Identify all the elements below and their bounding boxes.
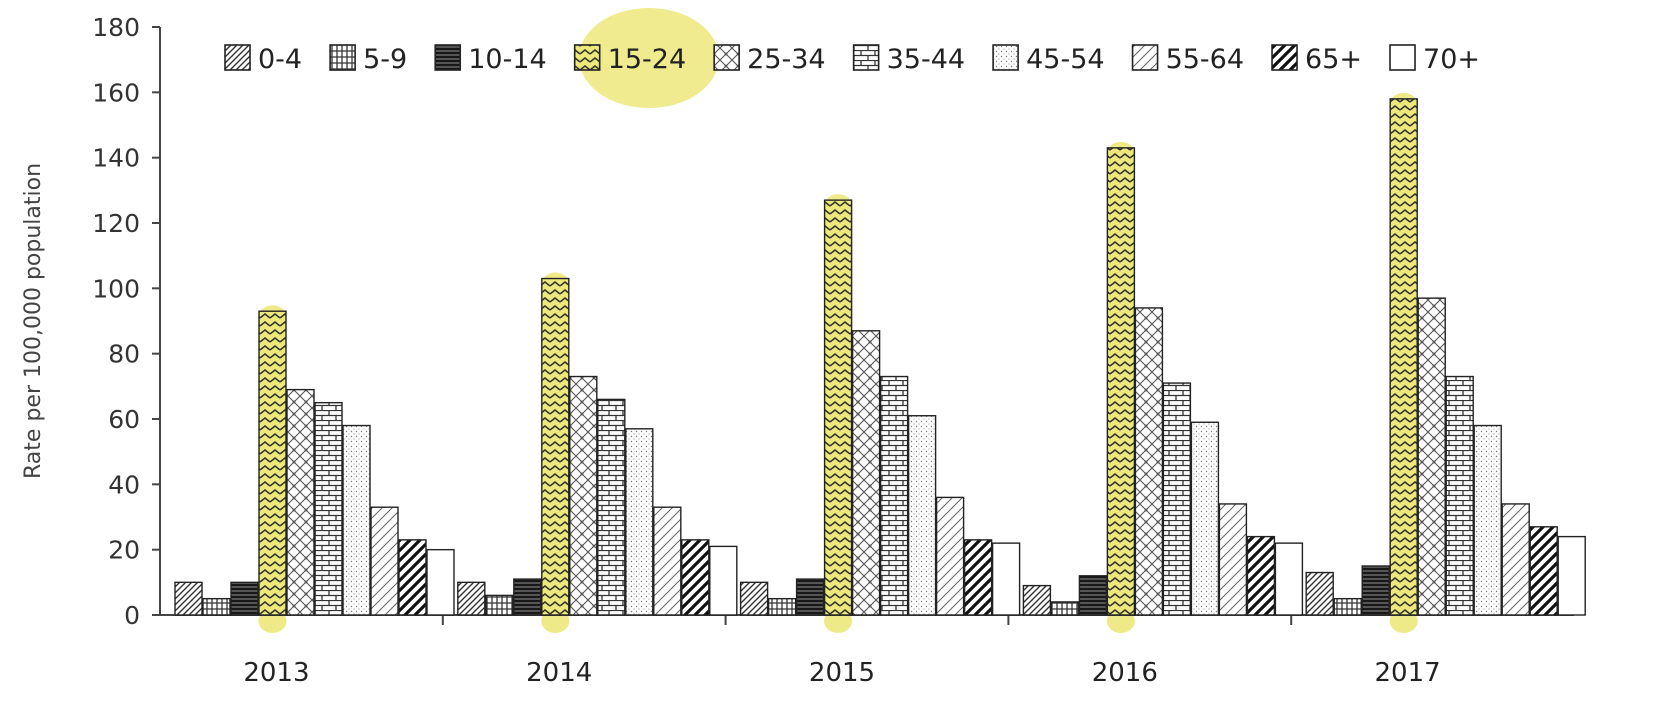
legend-swatch-65plus [1271,44,1298,71]
y-tick-label: 80 [108,340,140,369]
bar-2014-15-24 [541,277,570,616]
bar-2017-5-9 [1333,597,1362,616]
bar-2015-0-4 [739,581,769,616]
legend-label-25-34: 25-34 [747,44,825,75]
legend-swatch-25-34 [713,44,740,71]
bar-2017-65plus [1529,526,1558,616]
legend-label-55-64: 55-64 [1166,44,1244,75]
x-category-label: 2015 [809,658,875,688]
bar-2017-35-44 [1445,375,1474,616]
bar-2013-35-44 [314,401,343,616]
legend-swatch-45-54 [992,44,1019,71]
legend-label-0-4: 0-4 [258,44,302,75]
x-category-label: 2014 [526,658,592,688]
bar-2014-5-9 [485,594,514,616]
bar-2014-65plus [681,539,710,616]
legend-swatch-35-44 [852,44,880,71]
legend-label-45-54: 45-54 [1026,44,1104,75]
legend: 0-4 5-9 10-14 15-24 25-34 35-44 45-54 55-64 65+ 7… [224,8,1480,108]
bar-2014-10-14 [513,578,542,616]
y-tick-label: 140 [92,144,140,173]
y-tick-label: 100 [92,274,140,303]
bar-2014-25-34 [569,375,598,616]
bar-2017-70plus [1557,535,1586,616]
bar-2015-10-14 [795,578,825,616]
bar-2017-25-34 [1417,297,1446,616]
bar-2014-0-4 [457,581,486,616]
bar-2016-5-9 [1050,601,1080,616]
bar-2017-10-14 [1361,565,1390,616]
bar-2013-55-64 [370,506,399,616]
bar-2014-70plus [709,545,738,616]
bar-2015-70plus [991,542,1021,616]
bar-2017-45-54 [1473,424,1502,616]
bar-2016-45-54 [1190,421,1220,616]
y-axis-label: Rate per 100,000 population [21,163,46,479]
bar-2015-65plus [963,539,993,616]
bar-2016-10-14 [1078,575,1108,616]
legend-label-5-9: 5-9 [363,44,407,75]
bar-layer [174,98,1586,616]
bar-2013-65plus [398,539,427,616]
bar-2015-55-64 [935,496,965,616]
bar-2016-25-34 [1134,307,1164,616]
bar-2016-55-64 [1218,503,1248,616]
legend-swatch-70plus [1389,44,1416,71]
x-category-label: 2016 [1092,658,1158,688]
bar-2014-35-44 [597,398,626,616]
bar-2013-45-54 [342,424,371,616]
y-tick-label: 0 [124,601,140,630]
x-category-label: 2013 [243,658,309,688]
x-category-label: 2017 [1375,658,1441,688]
y-tick-label: 20 [108,536,140,565]
bar-2014-55-64 [653,506,682,616]
bar-2016-15-24 [1106,147,1136,616]
bar-2015-45-54 [907,415,937,616]
y-tick-label: 40 [108,470,140,499]
legend-swatch-15-24 [573,44,601,71]
bar-2013-10-14 [230,581,259,616]
legend-label-15-24: 15-24 [608,44,686,75]
y-tick-label: 60 [108,405,140,434]
bar-2013-25-34 [286,388,315,616]
bar-2017-15-24 [1389,98,1418,616]
y-tick-label: 120 [92,209,140,238]
bar-2017-0-4 [1305,571,1334,616]
bar-2013-5-9 [202,597,231,616]
bar-2013-15-24 [258,310,287,616]
legend-highlight [578,8,719,108]
bar-2016-70plus [1274,542,1304,616]
legend-swatch-55-64 [1131,44,1159,71]
legend-label-10-14: 10-14 [468,44,546,75]
legend-swatch-5-9 [329,44,356,71]
bar-2016-0-4 [1022,584,1052,616]
legend-swatch-0-4 [224,44,251,71]
legend-label-35-44: 35-44 [887,44,965,75]
legend-label-70plus: 70+ [1423,44,1480,75]
legend-swatch-10-14 [434,44,462,71]
bar-2013-70plus [426,548,455,616]
bar-2015-15-24 [823,199,853,616]
bar-2016-65plus [1246,535,1276,616]
bar-2015-25-34 [851,330,881,616]
bar-2016-35-44 [1162,382,1192,616]
bar-2015-35-44 [879,375,909,616]
bar-2015-5-9 [767,597,797,616]
y-tick-label: 180 [92,13,140,42]
bar-2014-45-54 [625,428,654,616]
bar-2013-0-4 [174,581,203,616]
y-tick-label: 160 [92,78,140,107]
legend-label-65plus: 65+ [1305,44,1362,75]
bar-2017-55-64 [1501,503,1530,616]
